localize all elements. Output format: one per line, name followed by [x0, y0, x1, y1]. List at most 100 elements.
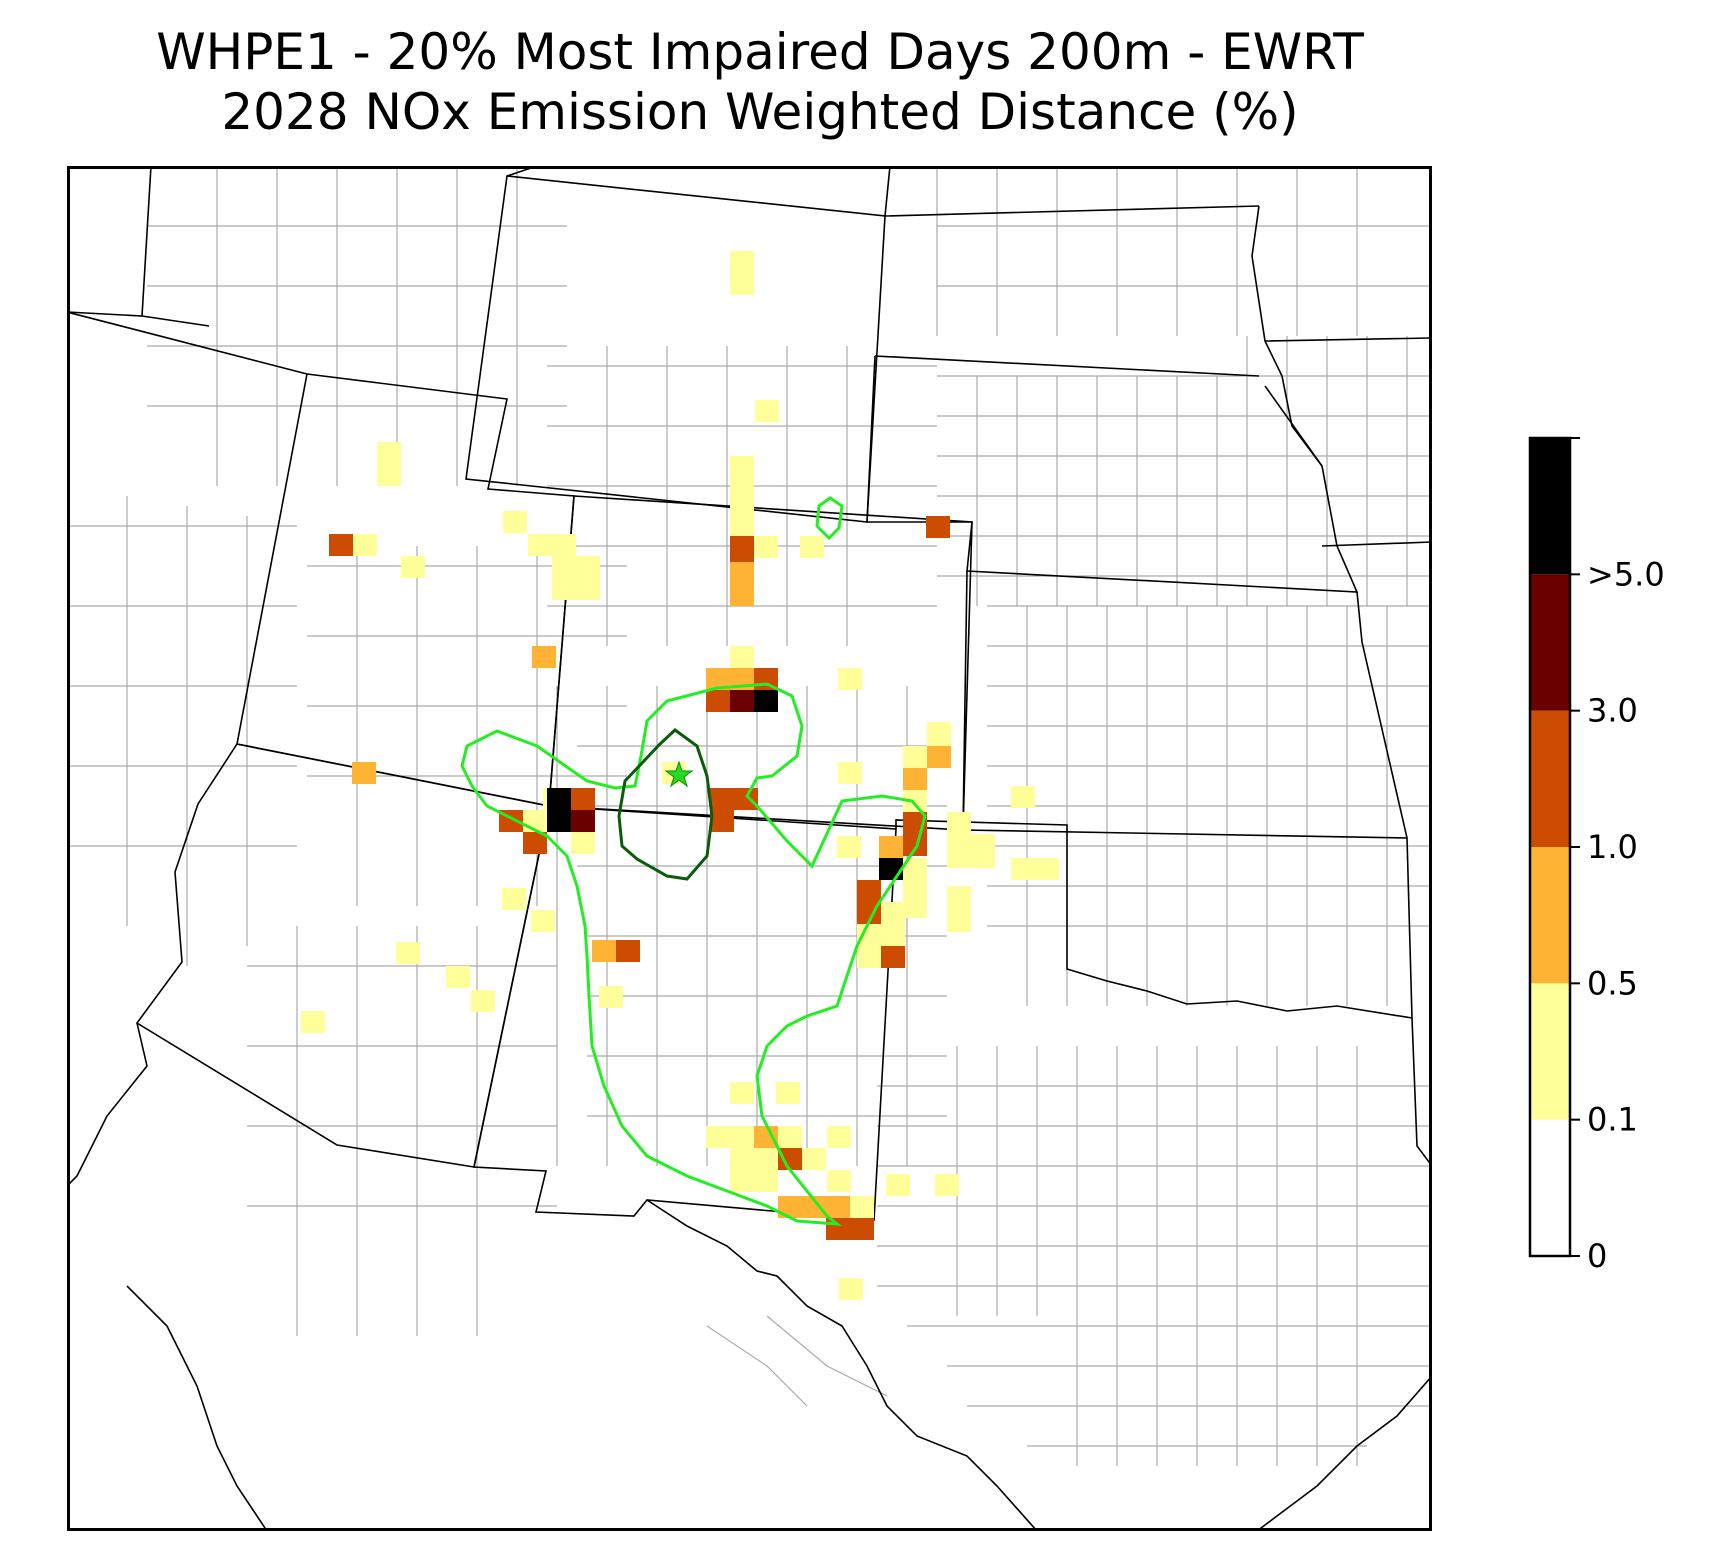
cell: [926, 516, 950, 538]
cell: [710, 788, 758, 810]
mississippi-river: [1251, 205, 1323, 467]
cell: [903, 858, 927, 918]
colorbar-swatch: [1530, 983, 1570, 1120]
cell: [730, 1148, 778, 1192]
cell: [754, 1126, 778, 1148]
cell: [706, 1126, 754, 1148]
colorbar-swatch: [1530, 847, 1570, 984]
cell: [754, 536, 778, 558]
colorbar-swatch: [1530, 438, 1570, 575]
cell: [886, 1174, 910, 1196]
cell: [706, 690, 730, 712]
cell: [947, 812, 971, 834]
cell: [329, 534, 353, 556]
cell: [827, 1170, 851, 1192]
receptor-star-icon: [664, 760, 694, 788]
title-line-1: WHPE1 - 20% Most Impaired Days 200m - EW…: [156, 23, 1364, 81]
cell: [778, 1148, 802, 1170]
cell: [827, 1126, 851, 1148]
cell: [927, 722, 951, 746]
contour-outer-north: [815, 496, 844, 541]
colorbar-swatch: [1530, 1119, 1570, 1256]
cell: [754, 690, 778, 712]
cell: [471, 990, 495, 1012]
cell: [710, 810, 734, 832]
cell: [800, 536, 824, 558]
colorbar-ticks: 0 0.1 0.5 1.0 3.0 >5.0: [1570, 437, 1665, 1275]
cell: [531, 910, 555, 932]
cell: [903, 790, 927, 812]
colorbar: 0 0.1 0.5 1.0 3.0 >5.0: [1528, 436, 1665, 1275]
cell: [947, 834, 995, 868]
cell: [401, 556, 425, 578]
cell: [857, 924, 881, 968]
cell: [503, 511, 527, 533]
cell: [879, 858, 903, 880]
map-frame: [67, 166, 1432, 1531]
cell: [377, 442, 401, 486]
cell: [532, 646, 556, 668]
cell: [571, 788, 595, 810]
cell: [850, 1196, 874, 1218]
boundary-iowa: [1264, 337, 1432, 547]
cell: [826, 1196, 850, 1218]
cell: [547, 788, 571, 832]
cell: [352, 762, 376, 784]
cell: [935, 1174, 959, 1196]
cell: [396, 942, 420, 964]
cell: [353, 534, 377, 556]
cell: [838, 668, 862, 690]
cell: [903, 834, 927, 856]
colorbar-tick-label: 0.1: [1587, 1101, 1638, 1139]
colorbar-tick-label: 0: [1587, 1237, 1607, 1275]
boundary-nevada-utah: [67, 311, 308, 375]
colorbar-tick-label: 1.0: [1587, 828, 1638, 866]
boundary-nebraska: [866, 355, 1359, 593]
colorbar-swatch: [1530, 710, 1570, 847]
title-line-2: 2028 NOx Emission Weighted Distance (%): [221, 83, 1299, 141]
cell: [301, 1011, 325, 1033]
cell: [776, 1082, 800, 1104]
colorbar-tick-label: >5.0: [1587, 555, 1665, 593]
cell: [730, 690, 754, 712]
colorbar-tick-label: 0.5: [1587, 964, 1638, 1002]
cell: [857, 880, 881, 924]
cell: [1011, 786, 1035, 808]
contour-inner: [617, 728, 714, 881]
cell: [446, 966, 470, 988]
cell: [903, 746, 927, 768]
cell: [947, 886, 971, 932]
cell: [523, 832, 547, 854]
cell: [730, 562, 754, 606]
cell: [778, 1126, 802, 1148]
county-boundaries: [67, 166, 1432, 1466]
contour-outer: [460, 682, 927, 1226]
boundary-oklahoma: [895, 819, 1413, 1019]
cell: [730, 1082, 754, 1104]
colorbar-tick-label: 3.0: [1587, 692, 1638, 730]
cell: [528, 534, 576, 556]
cell: [730, 251, 754, 295]
cell: [552, 556, 600, 600]
emission-cells: [301, 251, 1059, 1300]
cell: [837, 836, 861, 858]
map-title: WHPE1 - 20% Most Impaired Days 200m - EW…: [0, 22, 1520, 142]
cell: [571, 810, 595, 832]
cell: [599, 986, 623, 1008]
cell: [903, 768, 927, 790]
colorbar-swatches: [1530, 438, 1570, 1256]
coastline-gulf: [1256, 1375, 1432, 1531]
cell: [755, 400, 779, 422]
cell: [927, 746, 951, 768]
cell: [881, 902, 905, 946]
cell: [838, 762, 862, 784]
cell: [839, 1278, 863, 1300]
boundary-dakotas: [874, 166, 1260, 377]
cell: [730, 456, 754, 544]
cell: [881, 946, 905, 968]
cell: [1011, 858, 1059, 880]
cell: [730, 646, 754, 668]
map-background: [67, 166, 1432, 1531]
boundary-mexico-baja: [67, 1022, 268, 1531]
cell: [592, 940, 616, 962]
